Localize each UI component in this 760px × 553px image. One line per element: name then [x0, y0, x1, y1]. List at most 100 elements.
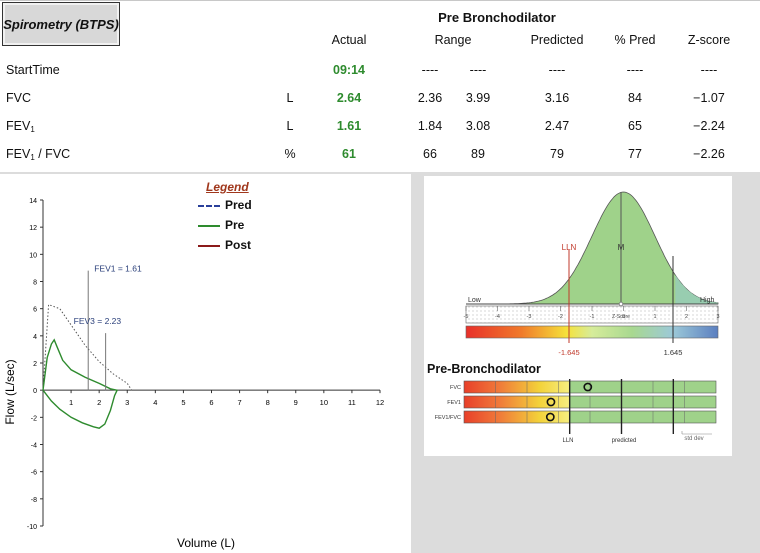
y-tick-label: 8	[33, 280, 37, 287]
fev1-actual: 1.61	[336, 119, 362, 133]
legend-label-pred: Pred	[225, 198, 252, 212]
fev1-range-high: 3.08	[465, 119, 491, 133]
x-tick-label: 8	[266, 398, 270, 407]
x-tick-label: 2	[97, 398, 101, 407]
starttime-predicted: ----	[548, 63, 566, 77]
row-label-fvc: FVC	[6, 91, 31, 105]
fev1fvc-unit: %	[284, 147, 296, 161]
col-actual: Actual	[331, 33, 367, 47]
y-tick-label: 10	[29, 252, 37, 259]
x-tick-label: 4	[153, 398, 157, 407]
fvc-unit: L	[286, 91, 294, 105]
x-tick-label: 7	[237, 398, 241, 407]
zrow-marker	[583, 382, 593, 392]
y-tick-label: -4	[31, 443, 37, 450]
x-axis-label: Volume (L)	[177, 536, 235, 550]
low-label: Low	[468, 297, 482, 304]
y-tick-label: -10	[27, 524, 37, 531]
x-tick-label: 11	[348, 398, 356, 407]
annotation-label: FEV1 = 1.61	[94, 264, 142, 274]
bell-tick-label: -2	[558, 314, 563, 320]
pre-bronchodilator-chart-title: Pre-Bronchodilator	[427, 362, 541, 376]
x-tick-label: 1	[69, 398, 73, 407]
mean-label: M	[618, 243, 625, 252]
fev1fvc-range-high: 89	[471, 147, 485, 161]
y-tick-label: 4	[33, 334, 37, 341]
row-label-fev1: FEV1	[6, 119, 35, 134]
legend-label-post: Post	[225, 238, 252, 252]
fvc-range-high: 3.99	[465, 91, 491, 105]
series-pre-line	[42, 338, 119, 429]
fvc-actual: 2.64	[336, 91, 362, 105]
x-tick-label: 9	[294, 398, 298, 407]
fev1-label-sub: 1	[30, 125, 35, 134]
starttime-range-high: ----	[469, 63, 487, 77]
col-range: Range	[434, 33, 472, 47]
fev1-predicted: 2.47	[544, 119, 570, 133]
y-tick-label: 0	[33, 388, 37, 395]
zrow-label: FEV1/FVC	[435, 415, 461, 421]
fev1fvc-label-sub: 1	[30, 153, 35, 162]
y-tick-label: 2	[33, 361, 37, 368]
legend-item-pre: Pre	[198, 218, 244, 232]
uln-value: 1.645	[664, 348, 683, 357]
fvc-pct-pred: 84	[628, 91, 642, 105]
bell-high-tail	[675, 275, 718, 304]
fvc-predicted: 3.16	[544, 91, 570, 105]
spirometry-title: Spirometry (BTPS)	[3, 16, 119, 32]
col-pct-pred: % Pred	[614, 33, 656, 47]
bell-tick-label: -4	[495, 314, 500, 320]
fev1-unit: L	[286, 119, 294, 133]
legend-title: Legend	[206, 180, 249, 194]
bell-tick-label: 3	[716, 314, 719, 320]
zscore-color-bar	[465, 325, 719, 339]
flow-volume-panel	[0, 174, 411, 553]
legend-label-pre: Pre	[225, 218, 245, 232]
zscore-axis-label: Z-Score	[612, 314, 630, 320]
fev1fvc-pct-pred: 77	[628, 147, 642, 161]
legend-swatch-pre	[198, 224, 220, 227]
lln-footer-label: LLN	[562, 438, 573, 444]
legend-item-post: Post	[198, 238, 251, 252]
x-tick-label: 5	[181, 398, 185, 407]
mean-marker	[618, 301, 624, 307]
legend-item-pred: Pred	[198, 198, 252, 212]
starttime-range-low: ----	[421, 63, 439, 77]
bell-tick-label: 2	[685, 314, 688, 320]
fev1-pct-pred: 65	[628, 119, 642, 133]
bell-tick-label: 1	[653, 314, 656, 320]
bell-tick-label: -5	[464, 314, 469, 320]
fev1fvc-label-tail: / FVC	[34, 147, 71, 161]
zscore-bell-chart: -5 -4 -3 -2 -1 0 1 2 3 LLN M Low High Z-Score -1…	[464, 191, 720, 357]
fev1-range-low: 1.84	[417, 119, 443, 133]
y-tick-label: 14	[29, 198, 37, 205]
y-tick-label: -8	[31, 497, 37, 504]
fev1fvc-predicted: 79	[550, 147, 564, 161]
x-tick-label: 3	[125, 398, 129, 407]
predicted-footer-label: predicted	[612, 438, 637, 444]
top-divider	[0, 0, 760, 1]
bell-tick-label: -1	[590, 314, 595, 320]
pre-bronchodilator-title: Pre Bronchodilator	[438, 10, 556, 25]
y-tick-label: 6	[33, 307, 37, 314]
results-header: Spirometry (BTPS) Pre Bronchodilator Act…	[0, 0, 760, 172]
spirometry-title-box: Spirometry (BTPS)	[2, 2, 120, 46]
bell-curve-area	[509, 191, 719, 305]
y-tick-label: -6	[31, 470, 37, 477]
zrow-marker	[545, 412, 555, 422]
fev1fvc-actual: 61	[342, 147, 356, 161]
bell-tick-label: -3	[527, 314, 532, 320]
std-dev-footer-label: std dev	[684, 436, 703, 442]
col-predicted: Predicted	[530, 33, 584, 47]
lln-label: LLN	[562, 243, 577, 252]
starttime-zscore: ----	[700, 63, 718, 77]
high-label: High	[700, 297, 715, 304]
fev1fvc-range-low: 66	[423, 147, 437, 161]
y-tick-label: -2	[31, 415, 37, 422]
row-label-fev1-fvc: FEV1 / FVC	[6, 147, 70, 162]
legend-swatch-pred	[198, 204, 220, 207]
fev1-label-main: FEV	[6, 119, 31, 133]
y-tick-label: 12	[29, 225, 37, 232]
fev1fvc-zscore: −2.26	[693, 147, 725, 161]
